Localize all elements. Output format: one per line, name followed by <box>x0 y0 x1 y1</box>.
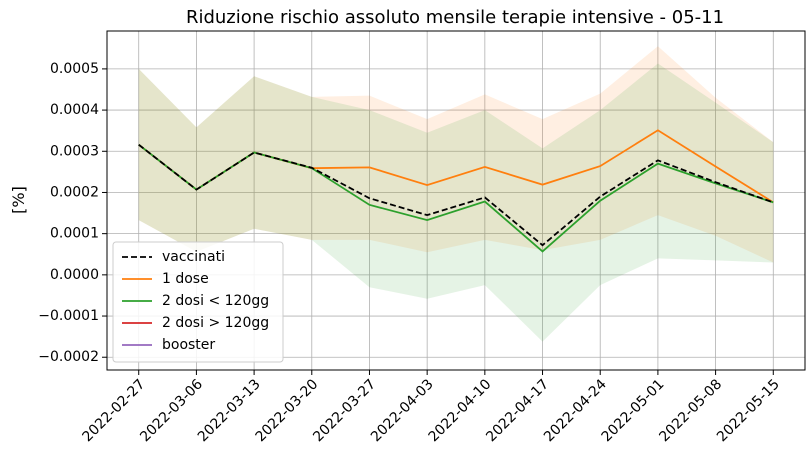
legend-label: vaccinati <box>162 249 225 265</box>
y-tick-label: 0.0000 <box>50 267 99 283</box>
series-line <box>138 143 774 247</box>
y-tick-label: 0.0002 <box>50 184 99 200</box>
legend-label: 1 dose <box>162 271 209 287</box>
plot-frame <box>106 30 806 371</box>
y-tick-label: −0.0002 <box>38 349 99 365</box>
y-tick-label: 0.0001 <box>50 226 99 242</box>
legend-label: 2 dosi < 120gg <box>162 293 269 309</box>
legend-label: 2 dosi > 120gg <box>162 315 269 331</box>
confidence-band <box>138 46 774 263</box>
legend: vaccinati 1 dose 2 dosi < 120gg 2 dosi > 12… <box>112 241 284 363</box>
y-tick-label: 0.0005 <box>50 61 99 77</box>
confidence-band <box>138 63 774 342</box>
y-tick-label: 0.0003 <box>50 143 99 159</box>
legend-label: booster <box>162 337 215 353</box>
y-axis-label: [%] <box>9 186 28 214</box>
chart-title: Riduzione rischio assoluto mensile terap… <box>186 7 724 28</box>
legend-box <box>112 241 284 363</box>
y-tick-label: −0.0001 <box>38 308 99 324</box>
y-tick-label: 0.0004 <box>50 102 99 118</box>
